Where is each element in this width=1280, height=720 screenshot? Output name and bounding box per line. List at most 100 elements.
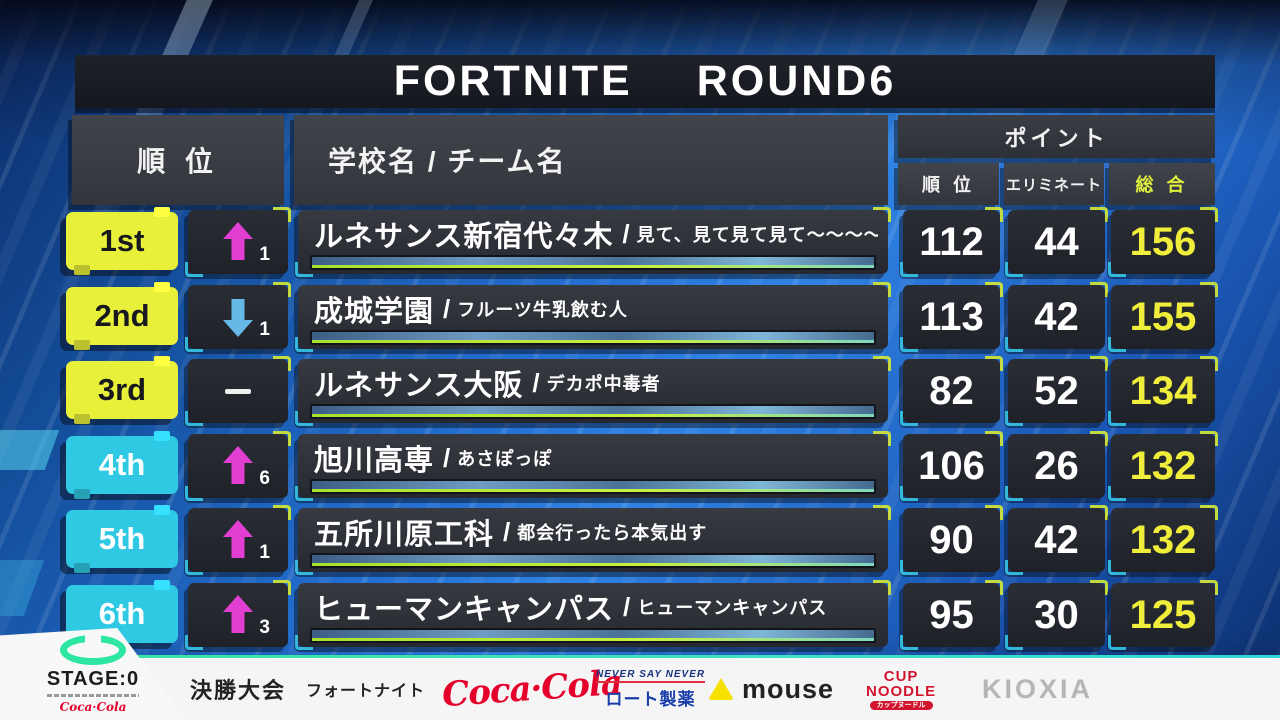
- team-cell: ルネサンス新宿代々木 / 見て、見て見て見て～～～～～!: [295, 207, 891, 277]
- total-points: 156: [1108, 207, 1218, 277]
- arrow-down-icon: [221, 297, 255, 337]
- rank-badge: 3rd: [66, 361, 178, 419]
- elimination-points: 42: [1005, 505, 1108, 575]
- arrow-up-icon: [221, 446, 255, 486]
- no-change-icon: [225, 371, 251, 411]
- cup-noodle-sub: カップヌードル: [869, 700, 933, 710]
- team-name: あさぽっぽ: [457, 449, 553, 469]
- coca-cola-logo: Coca·Cola: [441, 658, 623, 720]
- team-bar-glow: [312, 340, 874, 343]
- team-bar-glow: [312, 414, 874, 417]
- kioxia-logo: KIOXIA: [982, 658, 1093, 720]
- placement-points: 95: [900, 580, 1003, 650]
- team-name-line: 成城学園 / フルーツ牛乳飲む人: [314, 289, 878, 329]
- team-cell: ルネサンス大阪 / デカポ中毒者: [295, 356, 891, 426]
- mouse-logo: mouse: [708, 658, 834, 720]
- sponsor-bar: 決勝大会 フォートナイト Coca·Cola NEVER SAY NEVER ロ…: [0, 655, 1280, 720]
- team-bar: [310, 479, 876, 494]
- rank-change-value: 1: [259, 244, 270, 265]
- rohto-slogan: NEVER SAY NEVER: [596, 669, 706, 683]
- table-row: 2nd 1 成城学園 / フルーツ牛乳飲む人 113 42 155: [0, 282, 1280, 352]
- elimination-points: 30: [1005, 580, 1108, 650]
- table-row: 6th 3 ヒューマンキャンパス / ヒューマンキャンパス 95 30 125: [0, 580, 1280, 650]
- arrow-up-icon: [221, 595, 255, 635]
- team-name: 見て、見て見て見て～～～～～!: [636, 225, 878, 245]
- school-name: 五所川原工科: [314, 519, 495, 551]
- placement-points: 106: [900, 431, 1003, 501]
- kioxia-wordmark: KIOXIA: [982, 673, 1094, 704]
- rank-badge: 2nd: [66, 287, 178, 345]
- name-separator: /: [443, 442, 451, 473]
- team-name-line: 五所川原工科 / 都会行ったら本気出す: [314, 512, 878, 552]
- placement-points: 112: [900, 207, 1003, 277]
- game-title: FORTNITE: [393, 57, 633, 105]
- rank-change-value: 6: [259, 468, 270, 489]
- rank-change-value: 1: [259, 319, 270, 340]
- cup-noodle-line2: NOODLE: [866, 682, 937, 700]
- team-name-line: ヒューマンキャンパス / ヒューマンキャンパス: [314, 587, 878, 627]
- arrow-up-icon: [221, 520, 255, 560]
- team-bar-glow: [312, 265, 874, 268]
- rank-change-cell: 3: [185, 580, 291, 650]
- team-name-line: 旭川高専 / あさぽっぽ: [314, 438, 878, 478]
- stage0-ring-icon: [60, 635, 126, 665]
- rank-badge: 1st: [66, 212, 178, 270]
- event-subtitle: フォートナイト: [306, 683, 426, 700]
- total-points: 125: [1108, 580, 1218, 650]
- event-label: 決勝大会 フォートナイト: [190, 658, 425, 720]
- total-points: 132: [1108, 431, 1218, 501]
- elimination-points: 52: [1005, 356, 1108, 426]
- team-name: フルーツ牛乳飲む人: [457, 300, 628, 320]
- school-name: 成城学園: [314, 296, 435, 328]
- team-bar-fill: [312, 555, 874, 563]
- name-separator: /: [443, 293, 451, 324]
- header-points-group: ポイント: [898, 115, 1215, 158]
- table-row: 1st 1 ルネサンス新宿代々木 / 見て、見て見て見て～～～～～! 112 4…: [0, 207, 1280, 277]
- table-row: 5th 1 五所川原工科 / 都会行ったら本気出す 90 42 132: [0, 505, 1280, 575]
- team-cell: ヒューマンキャンパス / ヒューマンキャンパス: [295, 580, 891, 650]
- table-row: 3rd ルネサンス大阪 / デカポ中毒者 82 52 134: [0, 356, 1280, 426]
- team-name: 都会行ったら本気出す: [517, 523, 708, 543]
- elimination-points: 42: [1005, 282, 1108, 352]
- rank-change-value: 3: [259, 617, 270, 638]
- header-elimination-points: エリミネート: [1004, 163, 1104, 205]
- sponsor-bar-accent-line: [0, 655, 1280, 658]
- team-cell: 五所川原工科 / 都会行ったら本気出す: [295, 505, 891, 575]
- title-bar: FORTNITE ROUND6: [75, 55, 1215, 108]
- school-name: ルネサンス大阪: [314, 370, 524, 402]
- rank-change-value: 1: [259, 542, 270, 563]
- name-separator: /: [623, 591, 631, 622]
- team-bar-glow: [312, 638, 874, 641]
- placement-points: 90: [900, 505, 1003, 575]
- team-bar-fill: [312, 332, 874, 340]
- elimination-points: 44: [1005, 207, 1108, 277]
- name-separator: /: [503, 516, 511, 547]
- name-separator: /: [622, 218, 630, 249]
- total-points: 155: [1108, 282, 1218, 352]
- team-name-line: ルネサンス新宿代々木 / 見て、見て見て見て～～～～～!: [314, 214, 878, 254]
- mouse-triangle-icon: [708, 678, 734, 700]
- event-title: 決勝大会: [190, 678, 287, 703]
- school-name: ヒューマンキャンパス: [314, 594, 615, 626]
- cup-noodle-logo: CUP NOODLE カップヌードル: [866, 658, 936, 720]
- stage0-wordmark: STAGE:0: [46, 668, 140, 690]
- rank-badge: 4th: [66, 436, 178, 494]
- rohto-wordmark: ロート製薬: [605, 689, 696, 709]
- header-placement-points: 順 位: [898, 163, 999, 205]
- total-points: 132: [1108, 505, 1218, 575]
- header-rank: 順 位: [72, 115, 284, 205]
- header-total-points: 総 合: [1109, 163, 1215, 205]
- team-bar: [310, 330, 876, 345]
- team-cell: 成城学園 / フルーツ牛乳飲む人: [295, 282, 891, 352]
- rank-change-cell: 1: [185, 505, 291, 575]
- school-name: 旭川高専: [314, 445, 435, 477]
- rank-change-cell: 1: [185, 282, 291, 352]
- mouse-wordmark: mouse: [742, 673, 835, 704]
- team-bar-glow: [312, 563, 874, 566]
- round-label: ROUND6: [696, 57, 897, 105]
- team-bar-fill: [312, 630, 874, 638]
- rank-badge: 5th: [66, 510, 178, 568]
- rank-change-cell: [185, 356, 291, 426]
- team-bar: [310, 553, 876, 568]
